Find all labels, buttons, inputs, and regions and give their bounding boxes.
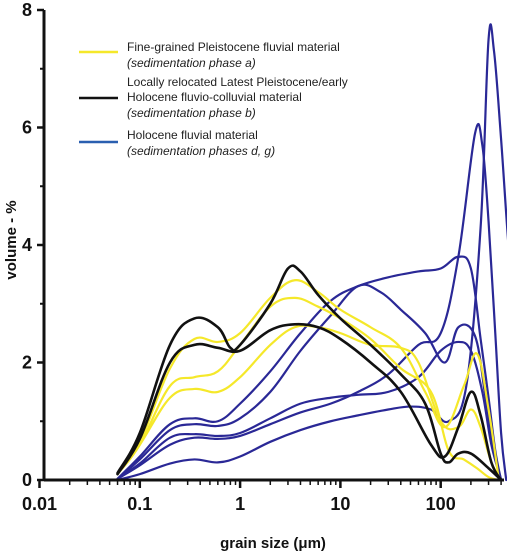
y-axis-title: volume - %	[3, 200, 20, 279]
ticks: 0 2 4 6 8 0.01 0.1 1 10 100	[22, 0, 502, 514]
series-layer	[116, 23, 507, 482]
series-line-black-3	[116, 264, 503, 482]
x-tick-label: 10	[330, 494, 350, 514]
legend-label-black-line1: Locally relocated Latest Pleistocene/ear…	[127, 75, 348, 89]
series-line-yellow-2	[116, 279, 500, 482]
y-tick-label: 2	[22, 353, 32, 373]
series-line-blue-9	[116, 340, 503, 482]
series-line-black-4	[116, 322, 503, 482]
x-axis-title: grain size (μm)	[220, 535, 326, 552]
x-tick-label: 100	[426, 494, 456, 514]
x-tick-label: 0.01	[22, 494, 57, 514]
legend: Fine-grained Pleistocene fluvial materia…	[79, 40, 348, 158]
y-tick-label: 8	[22, 0, 32, 20]
legend-label-yellow: Fine-grained Pleistocene fluvial materia…	[127, 40, 340, 54]
legend-sub-black: (sedimentation phase b)	[127, 106, 256, 120]
y-tick-label: 6	[22, 118, 32, 138]
legend-sub-blue: (sedimentation phases d, g)	[127, 144, 275, 158]
series-line-yellow-1	[116, 324, 503, 482]
legend-label-blue: Holocene fluvial material	[127, 128, 258, 142]
legend-sub-yellow: (sedimentation phase a)	[127, 56, 256, 70]
series-line-blue-8	[116, 255, 503, 482]
x-tick-label: 0.1	[127, 494, 152, 514]
x-tick-label: 1	[235, 494, 245, 514]
y-tick-label: 0	[22, 470, 32, 490]
series-line-blue-5	[116, 23, 507, 482]
legend-label-black-line2: Holocene fluvio-colluvial material	[127, 90, 302, 104]
y-tick-label: 4	[22, 235, 32, 255]
series-line-yellow-0	[116, 296, 500, 482]
series-line-blue-6	[116, 122, 507, 482]
